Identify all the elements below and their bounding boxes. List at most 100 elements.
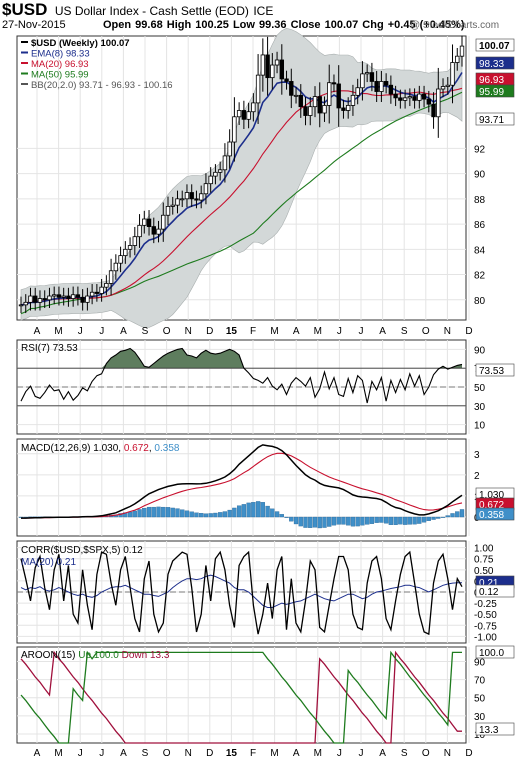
candle-body [417,93,422,101]
macd-histogram-bar [293,516,299,525]
price-tag-box [475,112,515,126]
legend-swatch [21,51,28,54]
y-tick-label: 2 [474,471,480,482]
candle-body [23,301,28,306]
macd-tag: 0.672 [479,500,504,511]
macd-histogram-bar [142,508,147,518]
candle-body [379,81,384,92]
macd-histogram-bar [279,514,284,518]
candle-body [222,155,228,171]
candle-body [298,94,303,108]
candle-body [56,294,62,298]
candle-body [227,141,232,157]
aroon-up-line [20,650,462,744]
y-tick-label: -0.25 [474,599,497,610]
chart-exchange: ICE [253,4,274,18]
macd-histogram-bar [436,516,441,519]
y-tick-label: 0.75 [474,555,494,566]
y-tick-label: 90 [474,345,486,356]
month-label: S [142,326,149,337]
macd-histogram-bar [312,516,318,528]
month-label: M [270,748,278,759]
candle-body [18,304,24,307]
candle-body [402,97,408,101]
y-tick-label: 84 [474,245,486,256]
candle-body [232,116,237,143]
candle-body [127,245,133,250]
legend-swatch [21,41,28,43]
candle-body [260,54,266,76]
macd-histogram-bar [355,516,360,527]
candle-body [455,55,460,63]
macd-histogram-bar [146,506,152,518]
macd-title: MACD(12,26,9) 1.030, 0.672, 0.358 [21,443,180,454]
macd-tag: 1.030 [479,490,504,501]
macd-histogram-bar [455,511,460,518]
month-label: A [379,748,386,759]
candle-body [364,72,370,75]
month-label: M [270,326,278,337]
candle-body [99,286,104,294]
candle-body [436,88,441,118]
candle-body [203,183,209,195]
candle-body [312,96,318,108]
candle-body [51,294,57,297]
candle-body [355,87,360,96]
candle-body [412,96,417,101]
y-tick-label: 0.50 [474,566,494,577]
price-tag-box [475,38,515,52]
legend-entry: BB(20,2.0) 93.71 - 96.93 - 100.16 [31,80,173,91]
candle-body [208,175,213,185]
month-label: A [34,748,41,759]
month-label: S [401,748,408,759]
month-label: 15 [226,748,238,759]
macd-histogram-bar [398,516,403,525]
candle-body [213,171,218,177]
candle-body [459,45,465,57]
candle-body [440,86,446,90]
macd-histogram-bar [203,513,209,518]
candle-body [350,94,356,106]
y-tick-label: 70 [474,676,486,687]
macd-histogram-bar [232,507,237,518]
candle-body [360,73,365,89]
macd-histogram-bar [412,516,417,525]
macd-histogram-bar [165,507,171,518]
macd-histogram-bar [336,516,341,525]
macd-histogram-bar [360,516,365,526]
price-tag: 98.33 [479,59,504,70]
macd-histogram-bar [393,516,398,525]
legend-entry: MA(50) 95.99 [31,70,89,81]
macd-histogram-bar [208,513,213,518]
correlation-tag-box [475,584,515,598]
month-label: J [337,326,342,337]
y-tick-label: 90 [474,657,486,668]
rsi-line [20,347,463,404]
candle-body [317,96,322,114]
macd-histogram-bar [151,506,156,518]
macd-histogram-bar [218,512,223,518]
candle-body [33,295,38,303]
month-label: N [444,326,451,337]
month-label: J [78,748,83,759]
y-tick-label: -0.50 [474,610,497,621]
month-label: F [250,748,256,759]
candle-body [142,218,147,226]
candle-body [217,169,223,173]
legend-swatch [21,62,28,64]
candle-body [374,81,379,92]
candle-body [393,93,398,99]
candle-body [123,248,128,257]
legend-swatch [21,83,28,85]
macd-histogram-bar [236,505,242,518]
macd-histogram-bar [289,516,294,522]
month-label: A [379,326,386,337]
candle-body [94,291,100,294]
y-tick-label: 50 [474,383,486,394]
candle-body [308,106,313,116]
macd-histogram-bar [213,512,218,518]
candle-body [75,294,81,298]
chart-date: 27-Nov-2015 [2,19,66,31]
month-label: N [444,748,451,759]
